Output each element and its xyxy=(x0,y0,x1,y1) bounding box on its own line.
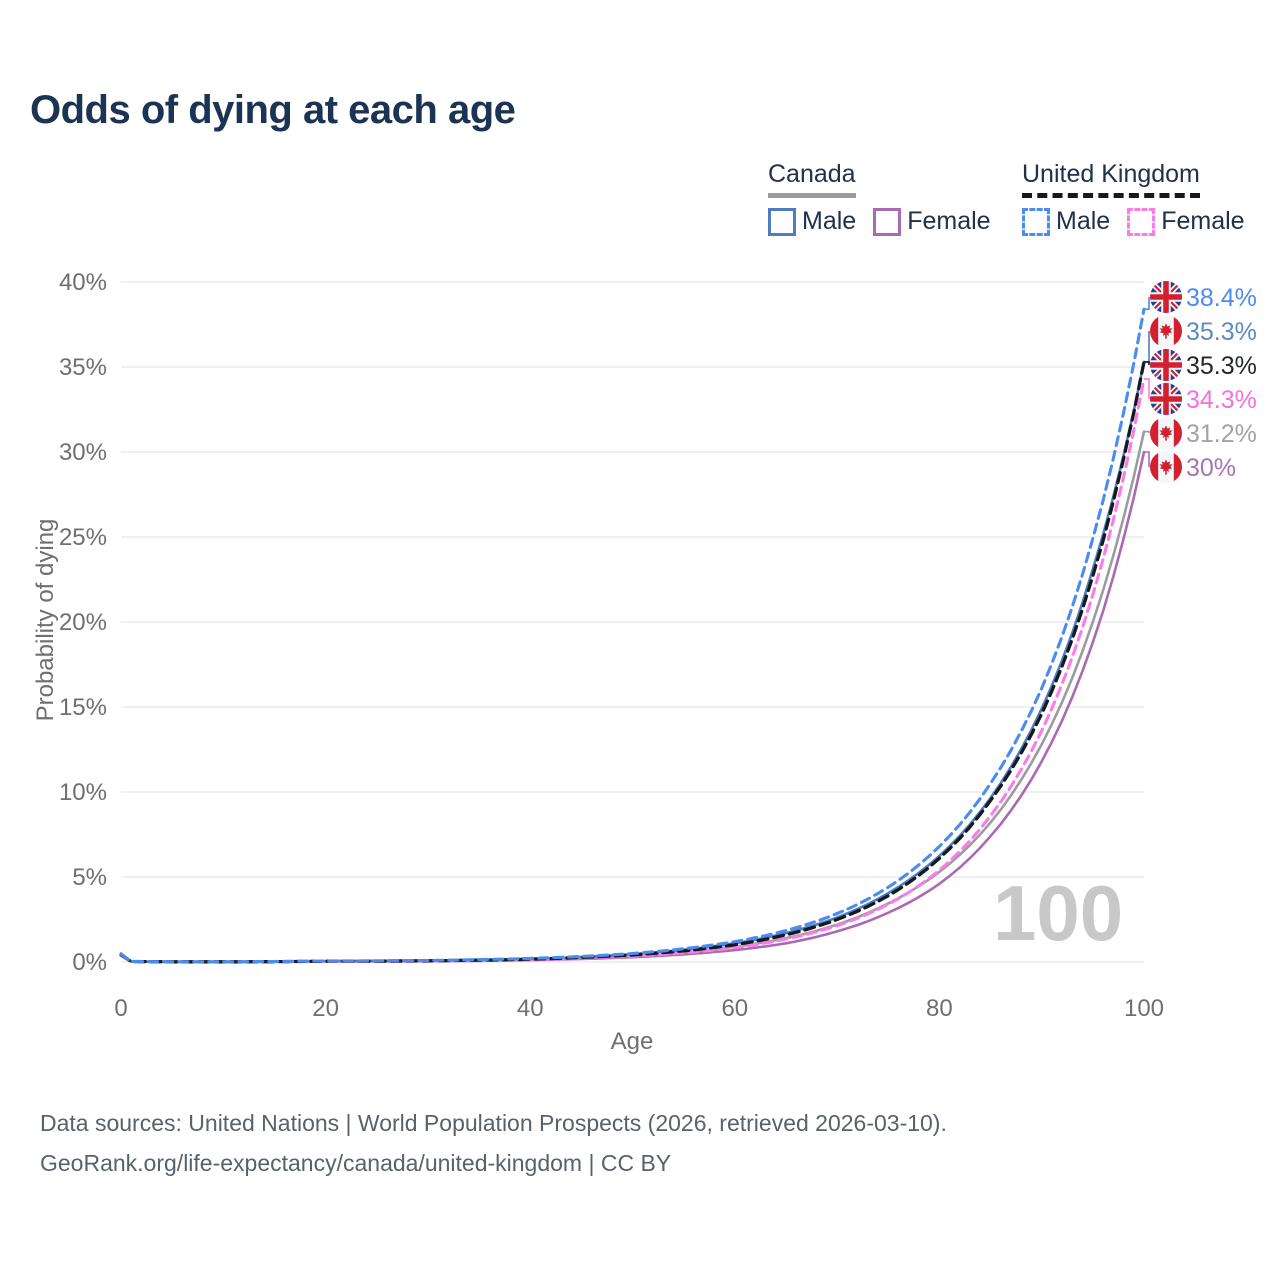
x-tick-label: 20 xyxy=(312,995,339,1022)
end-label-connector xyxy=(1144,361,1150,365)
legend-label-canada-female[interactable]: Female xyxy=(907,207,991,235)
end-value-label-canada-total: 31.2% xyxy=(1186,420,1257,448)
end-label-connector xyxy=(1144,430,1150,433)
y-tick-label: 5% xyxy=(72,864,107,891)
end-value-label-canada-female: 30% xyxy=(1186,454,1236,482)
series-line-uk-male[interactable] xyxy=(119,307,1146,964)
y-axis-title: Probability of dying xyxy=(32,518,59,722)
legend-label-uk-female[interactable]: Female xyxy=(1161,207,1245,235)
data-sources-line: Data sources: United Nations | World Pop… xyxy=(40,1110,947,1136)
series-line-uk-female[interactable] xyxy=(119,377,1146,964)
y-tick-label: 35% xyxy=(59,354,107,381)
y-tick-label: 15% xyxy=(59,694,107,721)
end-value-label-canada-male: 35.3% xyxy=(1186,318,1257,346)
y-tick-label: 20% xyxy=(59,609,107,636)
x-tick-label: 0 xyxy=(114,995,127,1022)
x-tick-label: 40 xyxy=(517,995,544,1022)
end-value-label-uk-female: 34.3% xyxy=(1186,386,1257,414)
end-label-connector xyxy=(1144,297,1150,310)
y-tick-label: 30% xyxy=(59,439,107,466)
end-label-connector xyxy=(1144,451,1150,467)
x-tick-label: 100 xyxy=(1124,995,1164,1022)
end-value-label-uk-total: 35.3% xyxy=(1186,352,1257,380)
x-tick-label: 60 xyxy=(721,995,748,1022)
uk-flag-icon xyxy=(1149,382,1183,416)
legend-swatch-uk-female[interactable] xyxy=(1127,207,1156,236)
end-label-connector xyxy=(1144,331,1150,363)
legend-swatch-uk-male[interactable] xyxy=(1022,207,1050,236)
y-tick-label: 0% xyxy=(72,949,107,976)
x-tick-label: 80 xyxy=(926,995,953,1022)
legend-label-canada-male[interactable]: Male xyxy=(802,207,857,235)
canada-flag-icon xyxy=(1149,416,1183,450)
uk-flag-icon xyxy=(1149,280,1183,314)
legend-label-uk-male[interactable]: Male xyxy=(1056,207,1111,235)
end-label-connector xyxy=(1144,378,1150,399)
age-cursor-watermark: 100 xyxy=(993,869,1124,957)
legend-country-united-kingdom[interactable]: United Kingdom xyxy=(1022,160,1200,198)
legend-group-united-kingdom: United Kingdom Male Female xyxy=(1022,160,1262,236)
series-line-canada-total[interactable] xyxy=(119,430,1146,964)
legend-swatch-canada-female[interactable] xyxy=(873,207,902,236)
canada-flag-icon xyxy=(1149,314,1183,348)
legend-country-canada[interactable]: Canada xyxy=(768,160,856,198)
chart-title: Odds of dying at each age xyxy=(30,88,516,132)
attribution-line: GeoRank.org/life-expectancy/canada/unite… xyxy=(40,1150,672,1176)
legend-swatch-canada-male[interactable] xyxy=(768,207,796,236)
uk-flag-icon xyxy=(1149,348,1183,382)
end-value-label-uk-male: 38.4% xyxy=(1186,284,1257,312)
y-tick-label: 25% xyxy=(59,524,107,551)
x-axis-title: Age xyxy=(610,1028,654,1055)
legend-group-canada: Canada Male Female xyxy=(768,160,1008,236)
y-tick-label: 10% xyxy=(59,779,107,806)
y-tick-label: 40% xyxy=(59,269,107,296)
canada-flag-icon xyxy=(1149,450,1183,484)
